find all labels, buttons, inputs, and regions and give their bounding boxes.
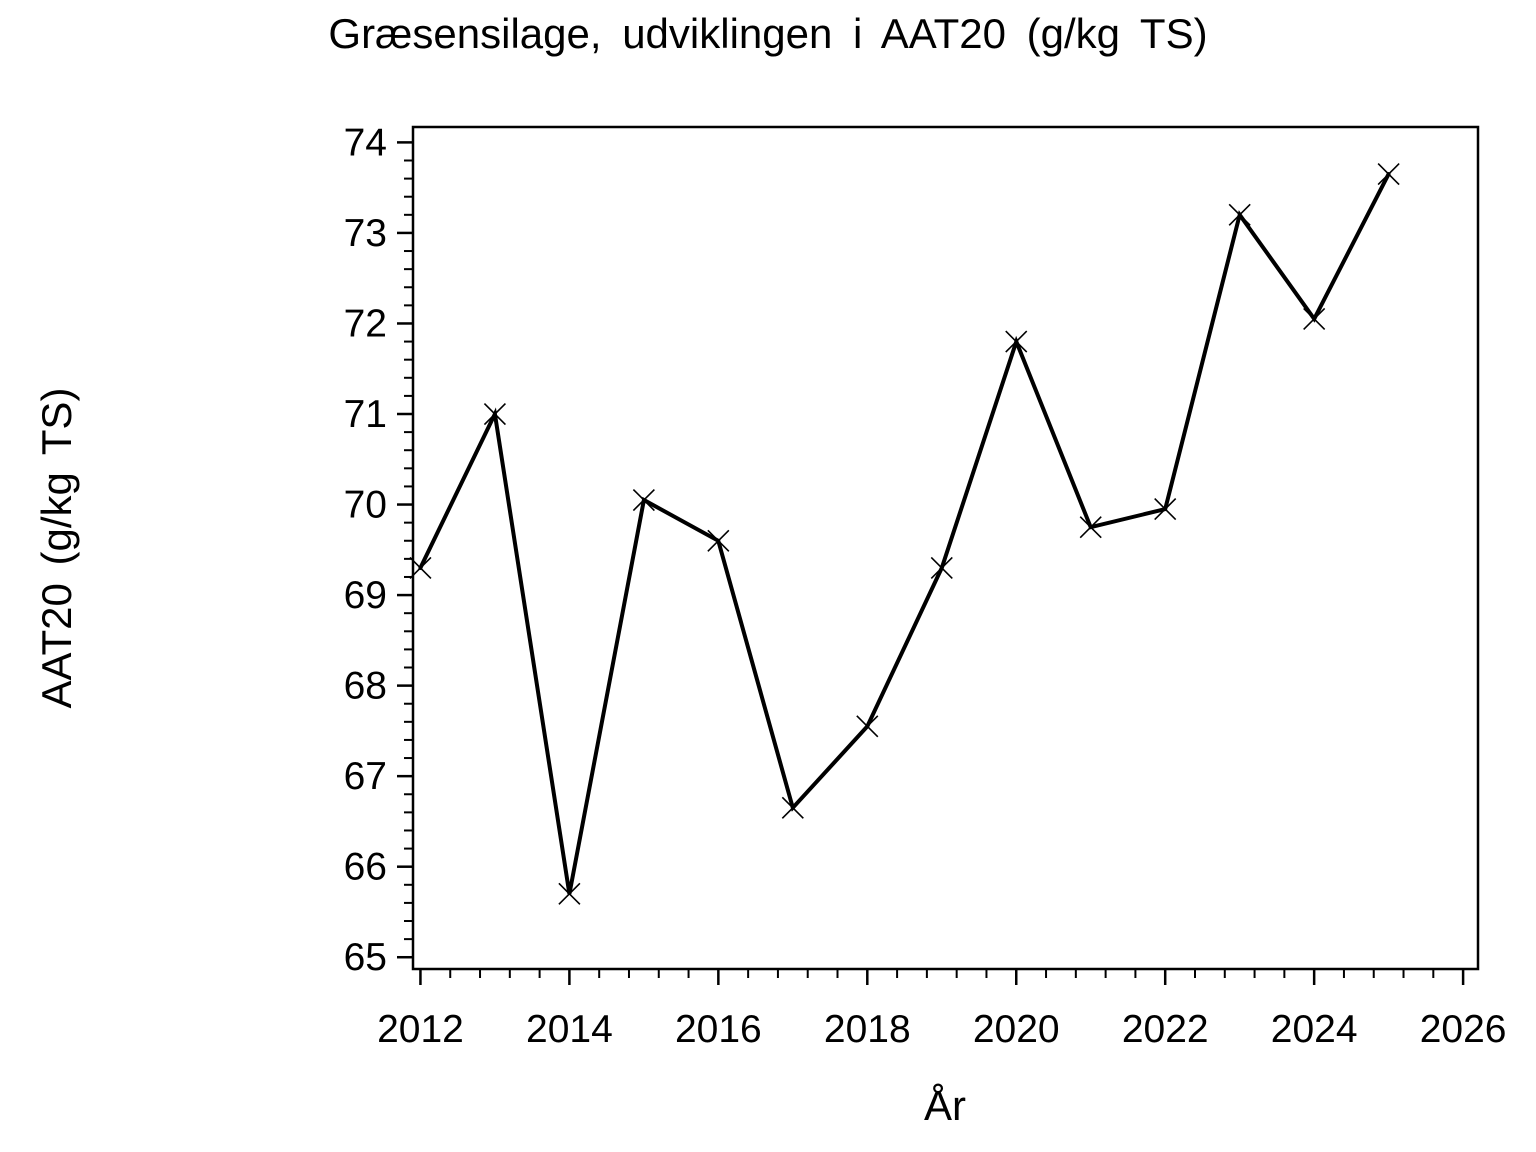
data-point-marker: [632, 488, 655, 512]
data-point-marker: [1005, 330, 1028, 353]
x-tick-label: 2022: [1122, 1008, 1209, 1051]
x-tick-label: 2018: [824, 1008, 911, 1051]
data-point-marker: [1154, 498, 1177, 521]
y-tick-label: 70: [344, 484, 387, 527]
chart-title: Græsensilage, udviklingen i AAT20 (g/kg …: [328, 10, 1208, 57]
x-tick-label: 2016: [675, 1008, 762, 1051]
data-point-marker: [1079, 516, 1102, 539]
data-point-marker: [1228, 203, 1251, 226]
y-axis-title: AAT20 (g/kg TS): [33, 387, 80, 709]
x-axis-title: År: [924, 1082, 966, 1129]
y-tick-label: 74: [344, 121, 387, 164]
data-point-marker: [483, 402, 506, 426]
series-line: [418, 172, 1391, 895]
data-point-marker: [558, 882, 581, 905]
y-tick-label: 68: [344, 665, 387, 708]
x-tick-label: 2014: [526, 1008, 613, 1051]
data-point-marker: [707, 529, 730, 552]
y-tick-label: 72: [344, 302, 387, 345]
data-point-marker: [781, 796, 804, 819]
data-point-marker: [856, 715, 879, 738]
x-tick-label: 2012: [377, 1008, 464, 1051]
data-point-marker: [409, 556, 432, 579]
y-tick-label: 71: [344, 393, 387, 436]
x-tick-label: 2020: [973, 1008, 1060, 1051]
x-tick-label: 2026: [1420, 1008, 1507, 1051]
data-point-marker: [1303, 307, 1326, 331]
data-point-marker: [930, 556, 953, 579]
y-tick-label: 73: [344, 212, 387, 255]
y-tick-label: 69: [344, 574, 387, 617]
y-tick-label: 65: [344, 936, 387, 979]
data-point-marker: [1377, 163, 1400, 186]
y-tick-label: 66: [344, 846, 387, 889]
plot-frame: [411, 125, 1480, 971]
y-tick-label: 67: [344, 755, 387, 798]
x-tick-label: 2024: [1271, 1008, 1358, 1051]
